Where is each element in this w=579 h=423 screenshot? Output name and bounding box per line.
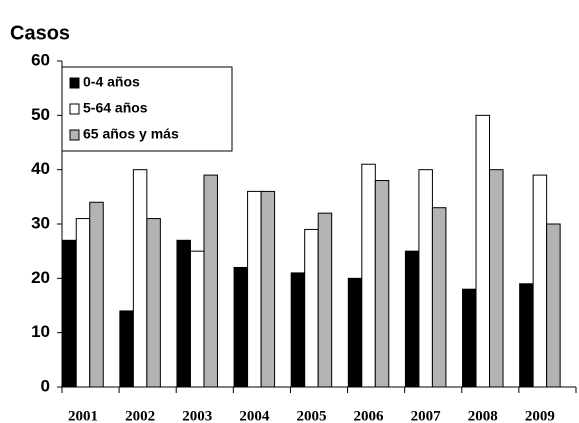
- bar: [89, 201, 104, 388]
- bar: [260, 190, 276, 388]
- bar: [347, 277, 363, 388]
- x-tick-label: 2005: [296, 408, 326, 423]
- bar: [233, 266, 249, 388]
- legend-box: [61, 66, 233, 152]
- bar: [247, 190, 262, 388]
- bar: [203, 174, 218, 388]
- bar: [304, 228, 319, 388]
- y-tick-label: 60: [31, 50, 50, 69]
- legend-label: 65 años y más: [83, 126, 179, 142]
- bar: [418, 169, 433, 388]
- x-tick-label: 2009: [525, 408, 555, 423]
- bar: [519, 283, 534, 388]
- y-tick-label: 0: [41, 376, 50, 395]
- bar: [176, 239, 191, 388]
- x-tick-label: 2001: [68, 408, 98, 423]
- bar: [404, 250, 420, 388]
- x-tick-label: 2004: [239, 408, 270, 423]
- y-tick-label: 30: [31, 213, 50, 232]
- bar: [146, 218, 161, 388]
- bar: [189, 250, 205, 388]
- bar: [462, 288, 477, 388]
- legend-swatch: [69, 129, 80, 141]
- bar: [132, 169, 148, 388]
- bar: [374, 180, 390, 388]
- x-tick-label: 2007: [411, 408, 442, 423]
- bar: [317, 212, 333, 388]
- legend-swatch: [69, 77, 80, 89]
- y-tick-label: 40: [31, 159, 50, 178]
- y-tick-label: 10: [31, 322, 50, 341]
- bar: [475, 114, 491, 388]
- chart-title: Casos: [10, 22, 70, 44]
- legend-swatch: [69, 103, 80, 115]
- bar: [290, 272, 306, 388]
- x-tick-label: 2008: [468, 408, 498, 423]
- bar: [532, 174, 548, 388]
- y-tick-label: 50: [31, 105, 50, 124]
- bar: [119, 310, 134, 388]
- bar: [431, 207, 447, 388]
- bar: [489, 169, 504, 388]
- bar: [62, 239, 77, 388]
- bar: [75, 218, 91, 388]
- y-tick-label: 20: [31, 268, 50, 287]
- x-tick-label: 2006: [354, 408, 385, 423]
- x-tick-label: 2002: [125, 408, 155, 423]
- bar: [361, 163, 376, 388]
- legend-label: 0-4 años: [83, 74, 140, 90]
- legend-label: 5-64 años: [83, 100, 148, 116]
- bar: [546, 223, 561, 388]
- x-tick-label: 2003: [182, 408, 212, 423]
